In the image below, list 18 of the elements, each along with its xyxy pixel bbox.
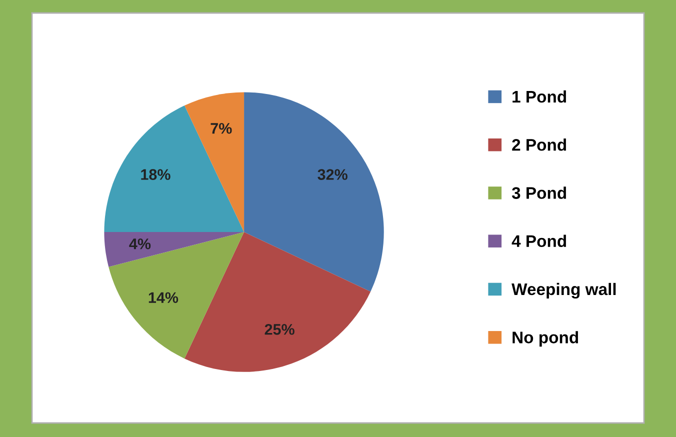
data-label: 14%: [148, 292, 178, 303]
pie-slice: [184, 92, 244, 232]
legend-label: Weeping wall: [512, 282, 616, 299]
legend-label: 2 Pond: [512, 138, 566, 151]
data-label: 7%: [210, 123, 232, 134]
data-label: 32%: [318, 169, 348, 180]
pie-slice: [244, 92, 384, 292]
legend-label: 4 Pond: [512, 234, 566, 248]
data-label: 4%: [129, 238, 151, 250]
pie-slice: [104, 232, 244, 267]
pie-slice: [184, 232, 371, 372]
pie-slice: [104, 106, 244, 232]
legend-label: 1 Pond: [512, 90, 566, 103]
data-label: 18%: [141, 169, 170, 180]
legend-label: 3 Pond: [512, 186, 566, 199]
pie-slice: [108, 232, 244, 359]
data-label: 25%: [264, 324, 294, 335]
legend-label: No pond: [512, 331, 578, 347]
